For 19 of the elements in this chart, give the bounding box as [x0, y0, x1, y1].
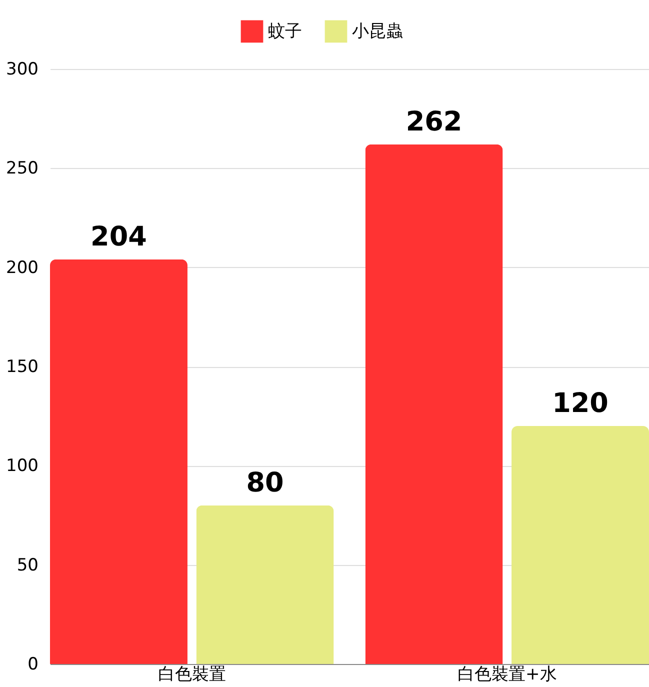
y-tick-label: 0: [28, 654, 38, 674]
data-label: 204: [90, 221, 147, 252]
x-tick-label: 白色裝置: [158, 664, 226, 684]
y-tick-label: 300: [6, 60, 38, 80]
y-tick-label: 100: [6, 456, 38, 476]
legend-label: 蚊子: [268, 21, 302, 42]
data-label: 262: [406, 106, 462, 138]
data-label: 120: [552, 388, 608, 419]
bar: [196, 505, 334, 664]
bar: [50, 259, 188, 664]
y-tick-label: 200: [6, 258, 38, 278]
y-tick-label: 250: [6, 158, 38, 179]
x-tick-label: 白色裝置+水: [458, 664, 557, 684]
bar: [365, 144, 503, 664]
y-tick-label: 50: [16, 555, 38, 576]
legend-label: 小昆蟲: [352, 21, 403, 42]
bar: [512, 426, 649, 664]
y-tick-label: 150: [6, 357, 38, 377]
data-label: 80: [246, 467, 284, 498]
